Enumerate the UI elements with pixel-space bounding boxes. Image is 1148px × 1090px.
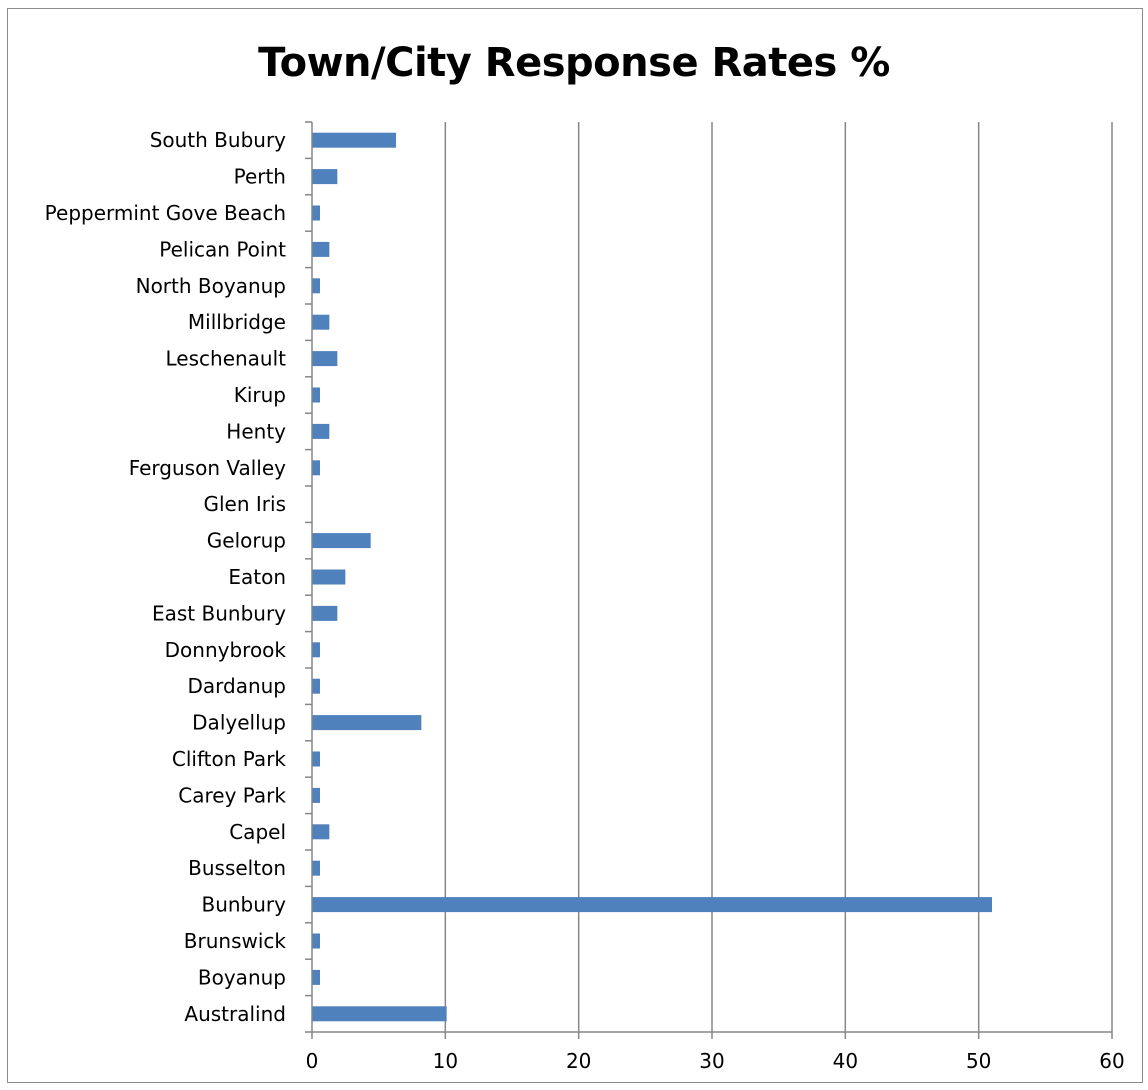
bar [312, 533, 371, 549]
category-label: Millbridge [188, 310, 286, 334]
category-label: Ferguson Valley [129, 456, 286, 480]
bar [312, 169, 338, 185]
category-label: Glen Iris [204, 492, 287, 516]
x-tick-label: 50 [966, 1049, 991, 1073]
chart-title: Town/City Response Rates % [258, 40, 890, 86]
category-label: Henty [226, 419, 286, 443]
bar [312, 460, 320, 476]
category-label: Perth [234, 165, 286, 189]
bar [312, 897, 992, 913]
bars [312, 132, 992, 1022]
category-label: Kirup [234, 383, 286, 407]
x-tick-label: 60 [1099, 1049, 1124, 1073]
category-label: Leschenault [166, 347, 287, 371]
bar [312, 278, 320, 294]
bar [312, 1006, 447, 1022]
bar [312, 824, 330, 840]
bar [312, 569, 346, 585]
category-label: Australind [184, 1002, 286, 1026]
category-label: Donnybrook [165, 638, 287, 662]
bar [312, 642, 320, 658]
gridlines [444, 122, 1113, 1032]
bar [312, 423, 330, 439]
category-label: Gelorup [207, 529, 286, 553]
x-tick-label: 10 [433, 1049, 458, 1073]
category-label: Eaton [228, 565, 286, 589]
bar [312, 314, 330, 330]
bar [312, 605, 338, 621]
category-label: Capel [229, 820, 286, 844]
category-label: Boyanup [198, 965, 286, 989]
category-label: Busselton [188, 856, 286, 880]
category-label: South Bubury [150, 128, 286, 152]
bar [312, 387, 320, 403]
bar [312, 751, 320, 767]
x-tick-label: 0 [306, 1049, 319, 1073]
y-tick-labels: South Bubury Perth Peppermint Gove Beach Pe… [45, 128, 287, 1026]
category-label: Carey Park [178, 783, 286, 807]
category-label: East Bunbury [152, 601, 286, 625]
category-label: Pelican Point [159, 237, 286, 261]
x-tick-label: 20 [566, 1049, 591, 1073]
bar [312, 678, 320, 694]
category-label: Peppermint Gove Beach [45, 201, 286, 225]
category-label: North Boyanup [136, 274, 286, 298]
bar [312, 351, 338, 367]
category-label: Clifton Park [172, 747, 287, 771]
category-label: Dalyellup [192, 711, 286, 735]
x-tick-labels: 0 10 20 30 40 50 60 [306, 1049, 1125, 1073]
bar [312, 969, 320, 985]
bar [312, 933, 320, 949]
bar [312, 241, 330, 257]
category-label: Dardanup [187, 674, 286, 698]
bar [312, 787, 320, 803]
category-label: Bunbury [201, 893, 286, 917]
category-label: Brunswick [184, 929, 287, 953]
bar [312, 860, 320, 876]
x-tick-label: 30 [699, 1049, 724, 1073]
x-tick-label: 40 [833, 1049, 858, 1073]
bar [312, 205, 320, 221]
bar [312, 132, 396, 148]
axes [305, 121, 1113, 1039]
bar [312, 715, 422, 731]
